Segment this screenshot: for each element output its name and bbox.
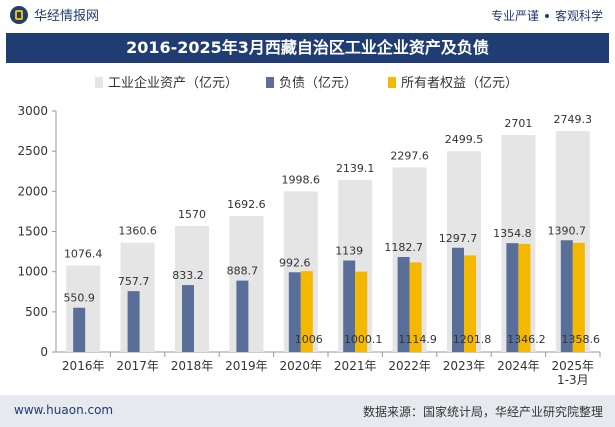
y-tick-label-5: 2500 xyxy=(17,144,48,158)
brand-name: 华经情报网 xyxy=(34,9,100,24)
label-equity-7: 1201.8 xyxy=(453,333,492,346)
bar-liabilities-2 xyxy=(182,285,194,352)
bar-equity-6 xyxy=(409,262,422,352)
x-tick-label-7: 2023年 xyxy=(443,359,486,373)
label-assets-7: 2499.5 xyxy=(445,133,484,146)
brand-logo-icon xyxy=(10,5,28,24)
label-liabilities-6: 1182.7 xyxy=(384,241,423,254)
y-tick-label-1: 500 xyxy=(25,305,48,319)
slogan-left: 专业严谨 xyxy=(490,9,539,23)
bar-liabilities-0 xyxy=(73,307,86,352)
legend-swatch-1 xyxy=(266,77,274,88)
label-liabilities-9: 1390.7 xyxy=(548,224,587,237)
label-equity-9: 1358.6 xyxy=(562,333,601,346)
legend-swatch-0 xyxy=(95,77,103,88)
legend-swatch-2 xyxy=(388,77,396,88)
y-tick-label-4: 2000 xyxy=(17,184,48,198)
chart-title: 2016-2025年3月西藏自治区工业企业资产及负债 xyxy=(6,33,609,63)
y-tick-label-3: 1500 xyxy=(17,225,48,239)
label-assets-5: 2139.1 xyxy=(336,162,375,175)
bar-liabilities-7 xyxy=(452,247,464,352)
legend-label-2: 所有者权益（亿元） xyxy=(401,75,518,91)
bar-liabilities-5 xyxy=(343,260,356,352)
separator-dot-icon xyxy=(544,13,549,18)
label-assets-2: 1570 xyxy=(178,208,206,221)
label-equity-4: 1006 xyxy=(295,333,323,346)
bar-equity-4 xyxy=(300,271,313,352)
brand[interactable]: 华经情报网 xyxy=(10,5,99,24)
label-assets-1: 1360.6 xyxy=(118,225,157,238)
x-tick-label-9: 2025年 1-3月 xyxy=(552,359,595,387)
label-assets-0: 1076.4 xyxy=(64,248,103,261)
label-equity-5: 1000.1 xyxy=(344,333,383,346)
x-tick-label-2: 2018年 xyxy=(171,359,214,373)
label-equity-8: 1346.2 xyxy=(507,333,546,346)
bar-equity-5 xyxy=(355,271,368,352)
label-liabilities-3: 888.7 xyxy=(227,265,259,278)
label-liabilities-0: 550.9 xyxy=(63,292,95,305)
x-tick-label-1: 2017年 xyxy=(116,359,159,373)
footer-website-link[interactable]: www.huaon.com xyxy=(14,403,114,417)
bar-liabilities-1 xyxy=(127,291,140,352)
x-tick-label-8: 2024年 xyxy=(497,359,540,373)
y-tick-label-0: 0 xyxy=(40,345,48,359)
x-tick-label-4: 2020年 xyxy=(280,359,323,373)
label-liabilities-1: 757.7 xyxy=(118,275,150,288)
label-assets-4: 1998.6 xyxy=(282,173,321,186)
label-assets-3: 1692.6 xyxy=(227,198,266,211)
chart: 工业企业资产（亿元） 负债（亿元） 所有者权益（亿元） 0 500 1000 1500 200… xyxy=(17,75,601,387)
bar-equity-7 xyxy=(464,255,476,352)
label-liabilities-4: 992.6 xyxy=(279,256,311,269)
legend-label-0: 工业企业资产（亿元） xyxy=(108,75,238,91)
bar-liabilities-8 xyxy=(506,243,519,352)
x-tick-label-6: 2022年 xyxy=(388,359,431,373)
footer-source: 数据来源：国家统计局，华经产业研究院整理 xyxy=(362,405,603,419)
label-assets-8: 2701 xyxy=(504,117,532,130)
label-liabilities-5: 1139 xyxy=(335,245,363,258)
bar-liabilities-3 xyxy=(236,280,249,352)
bar-equity-9 xyxy=(572,242,585,352)
legend-label-1: 负债（亿元） xyxy=(279,76,357,91)
slogan: 专业严谨 客观科学 xyxy=(491,7,603,24)
label-liabilities-8: 1354.8 xyxy=(493,227,532,240)
label-assets-9: 2749.3 xyxy=(554,113,593,126)
slogan-right: 客观科学 xyxy=(554,9,603,23)
x-tick-label-0: 2016年 xyxy=(62,359,105,373)
bar-equity-8 xyxy=(518,243,531,352)
bar-liabilities-9 xyxy=(560,240,573,352)
label-assets-6: 2297.6 xyxy=(390,149,429,162)
x-tick-label-5: 2021年 xyxy=(334,359,377,373)
label-liabilities-7: 1297.7 xyxy=(439,232,478,245)
x-tick-label-3: 2019年 xyxy=(225,359,268,373)
top-bar: 华经情报网 专业严谨 客观科学 xyxy=(0,0,615,28)
y-tick-label-2: 1000 xyxy=(17,265,48,279)
label-liabilities-2: 833.2 xyxy=(172,269,204,282)
bar-liabilities-4 xyxy=(288,272,301,352)
y-tick-label-6: 3000 xyxy=(17,104,48,118)
label-equity-6: 1114.9 xyxy=(398,333,437,346)
bar-liabilities-6 xyxy=(397,256,410,352)
footer: www.huaon.com 数据来源：国家统计局，华经产业研究院整理 xyxy=(0,395,615,427)
